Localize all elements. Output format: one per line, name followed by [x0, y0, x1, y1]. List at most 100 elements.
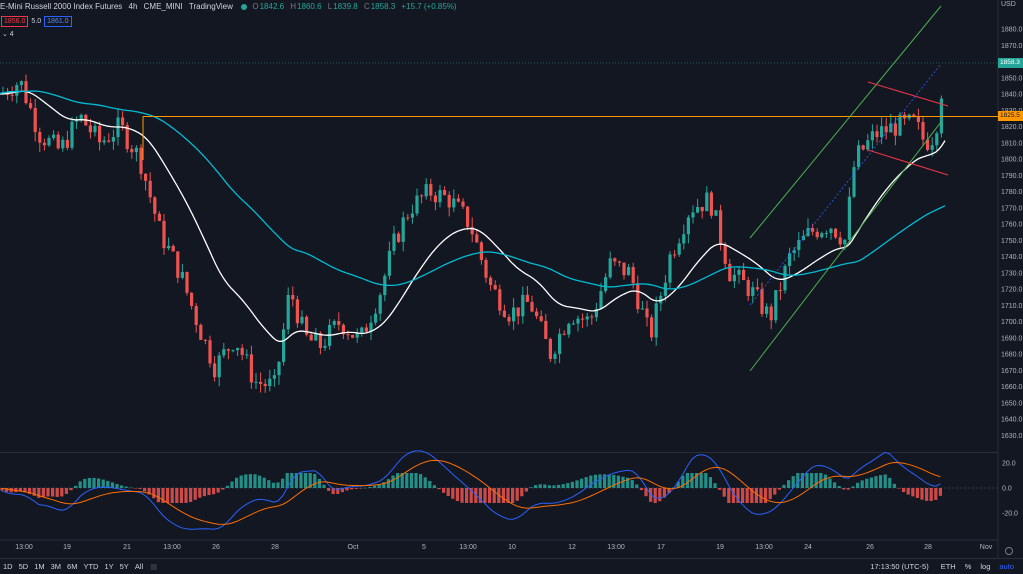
- macd-histogram-bar: [455, 488, 459, 501]
- candle-body: [700, 207, 704, 212]
- macd-histogram-bar: [0, 488, 4, 491]
- time-tick-label: Oct: [348, 544, 359, 551]
- macd-histogram-bar: [359, 488, 363, 489]
- candle-body: [824, 233, 828, 235]
- macd-histogram-bar: [161, 488, 165, 503]
- macd-histogram-bar: [653, 488, 657, 503]
- macd-histogram-bar: [764, 488, 768, 503]
- macd-histogram-bar: [354, 488, 358, 489]
- timeframe-6m[interactable]: 6M: [67, 562, 78, 571]
- date-range-icon[interactable]: ▦: [150, 562, 158, 571]
- macd-histogram-bar: [658, 488, 662, 502]
- channel-lower-line: [749, 121, 942, 372]
- price-tick-label: 1810.0: [1001, 140, 1023, 147]
- macd-histogram-bar: [630, 480, 634, 488]
- macd-histogram-bar: [566, 483, 570, 488]
- macd-histogram-bar: [561, 484, 565, 488]
- timeframe-1d[interactable]: 1D: [3, 562, 13, 571]
- candle-body: [705, 192, 709, 212]
- candle-body: [134, 147, 138, 153]
- candle-body: [433, 195, 437, 203]
- percent-toggle[interactable]: %: [964, 562, 972, 571]
- time-tick-label: 13:00: [163, 544, 181, 551]
- macd-histogram-bar: [106, 480, 110, 488]
- macd-histogram-bar: [515, 488, 519, 501]
- candle-body: [719, 210, 723, 245]
- macd-histogram-bar: [120, 485, 124, 488]
- candle-body: [355, 332, 359, 338]
- price-tick-label: 1640.0: [1001, 417, 1023, 424]
- clock[interactable]: 17:13:50 (UTC-5): [870, 562, 929, 571]
- macd-histogram-bar: [483, 488, 487, 503]
- timeframe-ytd[interactable]: YTD: [83, 562, 99, 571]
- currency-label: USD: [1001, 1, 1016, 8]
- macd-histogram-bar: [313, 473, 317, 488]
- macd-histogram-bar: [304, 473, 308, 488]
- candle-body: [249, 354, 253, 383]
- macd-histogram-bar: [557, 484, 561, 488]
- candle-body: [410, 213, 414, 218]
- macd-histogram-bar: [239, 475, 243, 488]
- macd-histogram-bar: [750, 488, 754, 503]
- candle-body: [185, 272, 189, 293]
- candle-body: [930, 145, 934, 150]
- timeframe-all[interactable]: All: [134, 562, 144, 571]
- timeframe-3m[interactable]: 3M: [50, 562, 62, 571]
- macd-histogram-bar: [580, 478, 584, 488]
- ema-fast-line: [0, 90, 946, 342]
- symbol-title[interactable]: E-Mini Russell 2000 Index Futures: [0, 2, 123, 11]
- macd-histogram-bar: [837, 486, 841, 488]
- macd-histogram-bar: [635, 484, 639, 488]
- auto-scale-toggle[interactable]: auto: [999, 562, 1014, 571]
- macd-histogram-bar: [690, 473, 694, 488]
- interval-label[interactable]: 4h: [128, 2, 138, 11]
- session-toggle[interactable]: ETH: [940, 562, 956, 571]
- macd-histogram-bar: [547, 485, 551, 488]
- macd-histogram-bar: [129, 487, 133, 489]
- candle-body: [893, 123, 897, 136]
- time-tick-label: 10: [508, 544, 516, 551]
- candle-body: [861, 145, 865, 150]
- macd-histogram-bar: [87, 477, 91, 488]
- macd-histogram-bar: [538, 484, 542, 488]
- candle-body: [742, 269, 746, 281]
- macd-histogram-bar: [258, 475, 262, 488]
- timeframe-5y[interactable]: 5Y: [119, 562, 129, 571]
- candle-body: [512, 307, 516, 322]
- log-toggle[interactable]: log: [980, 562, 991, 571]
- macd-histogram-bar: [110, 482, 114, 488]
- candle-body: [479, 242, 483, 261]
- candle-body: [277, 361, 281, 376]
- candle-body: [475, 234, 479, 243]
- candle-body: [300, 316, 304, 324]
- macd-histogram-bar: [501, 488, 505, 503]
- macd-histogram-bar: [28, 488, 32, 494]
- flag-upper-line: [867, 81, 949, 107]
- indicators-toggle[interactable]: ⌄ 4: [2, 31, 14, 38]
- timeframe-5d[interactable]: 5D: [18, 562, 29, 571]
- candle-body: [691, 212, 695, 218]
- macd-histogram-bar: [363, 487, 367, 489]
- high-value: 1860.6: [297, 2, 322, 11]
- time-tick-label: 26: [212, 544, 220, 551]
- timeframe-1y[interactable]: 1Y: [104, 562, 114, 571]
- candle-body: [203, 339, 207, 341]
- macd-histogram-bar: [552, 485, 556, 488]
- candle-body: [231, 350, 235, 352]
- price-tick-label: 1750.0: [1001, 238, 1023, 245]
- macd-histogram-bar: [736, 488, 740, 503]
- macd-histogram-bar: [276, 482, 280, 488]
- scroll-to-realtime-icon[interactable]: [1005, 547, 1013, 555]
- candle-body: [696, 207, 700, 213]
- candle-body: [401, 217, 405, 242]
- sell-button[interactable]: 1856.0: [1, 15, 29, 27]
- price-tick-label: 1720.0: [1001, 287, 1023, 294]
- candle-body: [847, 196, 851, 240]
- time-tick-label: 28: [924, 544, 932, 551]
- timeframe-1m[interactable]: 1M: [34, 562, 45, 571]
- candle-body: [820, 233, 824, 238]
- candle-body: [291, 294, 295, 300]
- buy-button[interactable]: 1861.0: [44, 15, 72, 27]
- candle-body: [737, 269, 741, 275]
